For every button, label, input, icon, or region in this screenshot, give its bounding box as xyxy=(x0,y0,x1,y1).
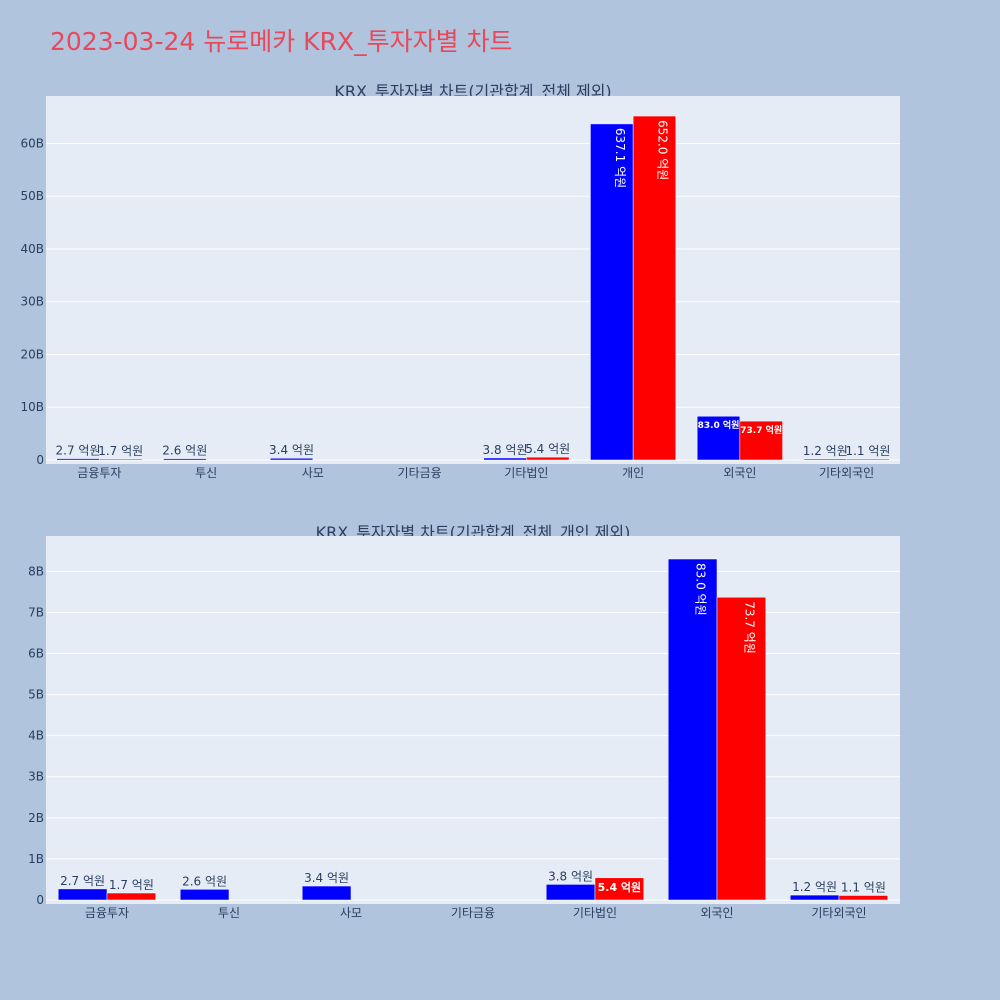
bar-series1 xyxy=(667,558,718,901)
x-tick-label: 기타외국인 xyxy=(811,906,866,920)
bar-series2 xyxy=(594,877,645,901)
x-tick-label: 사모 xyxy=(302,466,324,480)
data-label: 3.8 억원 xyxy=(483,443,528,457)
x-tick-label: 기타법인 xyxy=(504,466,548,480)
x-tick-label: 금융투자 xyxy=(85,906,129,920)
x-tick-label: 기타법인 xyxy=(573,906,617,920)
bar-series2 xyxy=(716,596,767,901)
data-label: 2.7 억원 xyxy=(56,444,101,458)
y-tick-label: 2B xyxy=(28,811,44,825)
data-label: 1.7 억원 xyxy=(98,444,143,458)
y-tick-label: 40B xyxy=(20,242,44,256)
bar-series1 xyxy=(545,884,596,901)
plot-area xyxy=(46,96,900,464)
data-label: 1.1 억원 xyxy=(841,880,886,894)
x-tick-label: 개인 xyxy=(622,466,644,480)
data-label: 83.0 억원 xyxy=(694,563,708,616)
x-tick-label: 기타금융 xyxy=(398,466,442,480)
bar-series1 xyxy=(696,415,741,461)
data-label: 83.0 억원 xyxy=(698,419,740,431)
bar-series1 xyxy=(483,457,527,461)
y-tick-label: 4B xyxy=(28,729,44,743)
plot-area xyxy=(46,536,900,904)
data-label: 2.6 억원 xyxy=(182,874,227,888)
y-tick-label: 60B xyxy=(20,136,44,150)
x-tick-label: 외국인 xyxy=(700,906,733,920)
y-tick-label: 1B xyxy=(28,852,44,866)
data-label: 2.6 억원 xyxy=(162,444,207,458)
bar-series1 xyxy=(57,888,108,901)
bar-series1 xyxy=(803,458,847,461)
y-tick-label: 3B xyxy=(28,770,44,784)
bar-series1 xyxy=(789,894,840,901)
y-tick-label: 10B xyxy=(20,400,44,414)
bar-series1 xyxy=(269,457,314,461)
x-tick-label: 투신 xyxy=(218,906,240,920)
x-tick-label: 기타금융 xyxy=(451,906,495,920)
bar-series1 xyxy=(590,123,634,461)
y-tick-label: 0 xyxy=(36,893,44,907)
data-label: 1.2 억원 xyxy=(803,444,848,458)
data-label: 1.2 억원 xyxy=(792,880,837,894)
x-tick-label: 투신 xyxy=(195,466,217,480)
bar-series1 xyxy=(163,458,207,461)
data-label: 1.7 억원 xyxy=(109,878,154,892)
bar-series1 xyxy=(179,889,230,901)
data-label: 5.4 억원 xyxy=(598,880,642,894)
bar-series2 xyxy=(632,115,677,461)
y-tick-label: 6B xyxy=(28,646,44,660)
x-tick-label: 외국인 xyxy=(723,466,756,480)
y-tick-label: 7B xyxy=(28,605,44,619)
y-tick-label: 30B xyxy=(20,295,44,309)
data-label: 73.7 억원 xyxy=(742,601,756,654)
bar-series2 xyxy=(526,456,570,461)
bar-series2 xyxy=(99,458,143,461)
x-tick-label: 기타외국인 xyxy=(819,466,874,480)
bar-series2 xyxy=(739,420,783,461)
y-tick-label: 50B xyxy=(20,189,44,203)
data-label: 637.1 억원 xyxy=(613,128,627,188)
data-label: 3.4 억원 xyxy=(269,443,314,457)
bar-series1 xyxy=(301,885,352,901)
bar-series2 xyxy=(846,458,890,461)
y-tick-label: 8B xyxy=(28,564,44,578)
page-title: 2023-03-24 뉴로메카 KRX_투자자별 차트 xyxy=(50,27,513,56)
y-tick-label: 0 xyxy=(36,453,44,467)
y-tick-label: 5B xyxy=(28,688,44,702)
data-label: 3.8 억원 xyxy=(548,869,593,883)
bar-series1 xyxy=(56,458,100,461)
data-label: 5.4 억원 xyxy=(525,442,570,456)
data-label: 2.7 억원 xyxy=(60,874,105,888)
data-label: 73.7 억원 xyxy=(740,424,782,436)
x-tick-label: 사모 xyxy=(340,906,362,920)
bar-series2 xyxy=(838,895,889,901)
data-label: 3.4 억원 xyxy=(304,871,349,885)
x-tick-label: 금융투자 xyxy=(77,466,121,480)
bar-series2 xyxy=(106,892,157,901)
data-label: 1.1 억원 xyxy=(845,444,890,458)
data-label: 652.0 억원 xyxy=(655,120,669,180)
y-tick-label: 20B xyxy=(20,347,44,361)
